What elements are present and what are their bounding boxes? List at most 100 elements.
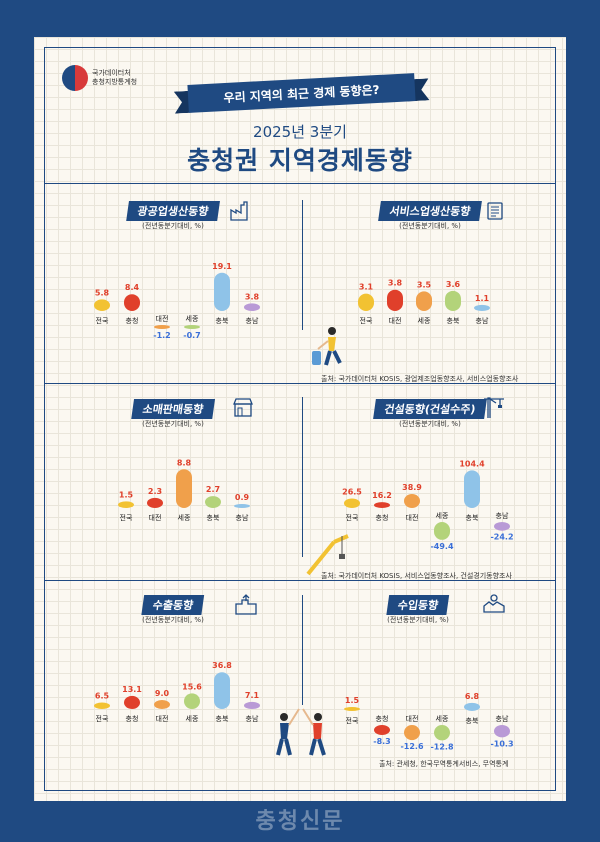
import-icon xyxy=(483,594,505,613)
data-label-1-2: 3.5 xyxy=(417,280,432,289)
data-label-3-4: 104.4 xyxy=(459,459,485,468)
data-label-3-3: -49.4 xyxy=(430,542,453,551)
logo-line1: 국가데이터처 xyxy=(92,69,131,77)
section-title-import: 수입동향 xyxy=(386,595,450,615)
data-label-2-1: 2.3 xyxy=(148,487,162,496)
bar-0-2 xyxy=(154,325,170,329)
bar-2-2 xyxy=(176,469,192,508)
bar-0-3 xyxy=(184,325,200,329)
bar-3-0 xyxy=(344,498,360,508)
source-bottom: 출처: 관세청, 한국무역통계서비스, 무역통계 xyxy=(379,760,509,768)
chart-retail-sales: 1.5 전국 2.3 대전 8.8 세종 2.7 충북 0.9 충남 xyxy=(118,458,250,522)
data-label-4-1: 13.1 xyxy=(122,685,142,694)
data-label-3-2: 38.9 xyxy=(402,483,422,492)
source-mid: 출처: 국가데이터처 KOSIS, 서비스업동향조사, 건설경기동향조사 xyxy=(321,572,512,580)
divider-mid2 xyxy=(44,580,556,581)
category-label-4-3: 세종 xyxy=(186,714,199,723)
data-label-3-5: -24.2 xyxy=(490,533,513,542)
category-label-0-1: 충청 xyxy=(126,316,139,325)
logo-line2: 충청지방통계청 xyxy=(92,78,138,86)
category-label-0-3: 세종 xyxy=(186,314,199,323)
chart-service-production: 3.1 전국 3.8 대전 3.5 세종 3.6 충북 1.1 충남 xyxy=(358,279,490,325)
bar-2-3 xyxy=(205,496,221,508)
data-label-2-2: 8.8 xyxy=(177,458,192,467)
section-title-service: 서비스업생산동향 xyxy=(378,201,482,221)
category-label-2-3: 충북 xyxy=(207,513,220,522)
section-title-construction: 건설동향(건설수주) xyxy=(373,399,487,419)
bar-4-4 xyxy=(214,672,230,709)
data-label-1-1: 3.8 xyxy=(388,279,403,288)
category-label-1-2: 세종 xyxy=(418,316,431,325)
divider-mid1 xyxy=(44,383,556,384)
logo: 국가데이터처 충청지방통계청 xyxy=(62,65,137,91)
bar-1-0 xyxy=(358,293,374,311)
section-title-mining: 광공업생산동향 xyxy=(126,201,220,221)
bar-0-4 xyxy=(214,272,230,311)
page-subtitle: 2025년 3분기 xyxy=(253,123,347,141)
data-label-0-4: 19.1 xyxy=(212,262,232,271)
category-label-1-1: 대전 xyxy=(389,316,402,325)
divider-v1 xyxy=(302,200,303,330)
section-unit-service: (전년동분기대비, %) xyxy=(399,222,461,230)
category-label-2-1: 대전 xyxy=(149,513,162,522)
section-unit-retail: (전년동분기대비, %) xyxy=(142,420,204,428)
bar-4-0 xyxy=(94,702,110,709)
category-label-4-4: 충북 xyxy=(216,714,229,723)
bar-5-3 xyxy=(434,725,450,741)
bar-1-4 xyxy=(474,304,490,311)
category-label-5-0: 전국 xyxy=(346,716,359,725)
export-icon xyxy=(235,594,257,615)
banner-ribbon: 우리 지역의 최근 경제 동향은? xyxy=(173,72,429,113)
data-label-1-3: 3.6 xyxy=(446,280,461,289)
data-label-4-2: 9.0 xyxy=(155,689,170,698)
bar-0-5 xyxy=(244,303,260,311)
data-label-5-0: 1.5 xyxy=(345,696,360,705)
category-label-0-2: 대전 xyxy=(156,314,169,323)
data-label-0-5: 3.8 xyxy=(245,292,260,301)
bar-3-3 xyxy=(434,522,450,540)
bar-5-5 xyxy=(494,725,510,738)
chart-mining-production: 5.8 전국 8.4 충청 -1.2 대전 -0.7 세종 19.1 충북 3.8 충남 xyxy=(94,262,260,340)
document-icon xyxy=(487,202,503,220)
chart-imports: 1.5 전국 -8.3 충청 -12.6 대전 -12.8 세종 6.8 충북 -10.3 충남 xyxy=(344,692,514,751)
bar-0-0 xyxy=(94,299,110,311)
category-label-3-2: 대전 xyxy=(406,513,419,522)
section-title-retail: 소매판매동향 xyxy=(131,399,215,419)
category-label-3-1: 충청 xyxy=(376,513,389,522)
section-unit-mining: (전년동분기대비, %) xyxy=(142,222,204,230)
high-five-illustration xyxy=(276,708,326,756)
data-label-5-2: -12.6 xyxy=(400,742,423,751)
category-label-5-3: 세종 xyxy=(436,714,449,723)
category-label-1-0: 전국 xyxy=(360,316,373,325)
bar-4-2 xyxy=(154,700,170,709)
data-label-4-5: 7.1 xyxy=(245,691,260,700)
bar-5-0 xyxy=(344,707,360,711)
data-label-5-3: -12.8 xyxy=(430,742,453,751)
data-label-0-1: 8.4 xyxy=(125,283,140,292)
category-label-4-1: 충청 xyxy=(126,714,139,723)
category-label-3-3: 세종 xyxy=(436,511,449,520)
bar-4-1 xyxy=(124,695,140,709)
bar-1-2 xyxy=(416,291,432,311)
bar-5-1 xyxy=(374,725,390,735)
category-label-0-4: 충북 xyxy=(216,316,229,325)
data-label-2-0: 1.5 xyxy=(119,490,134,499)
source-top: 출처: 국가데이터처 KOSIS, 광업제조업동향조사, 서비스업동향조사 xyxy=(321,375,519,383)
bar-3-2 xyxy=(404,493,420,508)
data-label-2-4: 0.9 xyxy=(235,493,250,502)
category-label-0-0: 전국 xyxy=(96,316,109,325)
category-label-5-4: 충북 xyxy=(466,716,479,725)
bar-4-3 xyxy=(184,693,200,709)
bar-5-4 xyxy=(464,702,480,711)
chart-construction: 26.5 전국 16.2 충청 38.9 대전 -49.4 세종 104.4 충북 -24.2 충남 xyxy=(342,459,513,551)
category-label-4-5: 충남 xyxy=(246,714,259,723)
category-label-3-4: 충북 xyxy=(466,513,479,522)
data-label-5-1: -8.3 xyxy=(373,737,391,746)
category-label-2-0: 전국 xyxy=(120,513,133,522)
divider-v2 xyxy=(302,397,303,557)
traveler-illustration xyxy=(312,327,342,366)
data-label-4-4: 36.8 xyxy=(212,661,232,670)
bar-4-5 xyxy=(244,701,260,709)
section-title-export: 수출동향 xyxy=(141,595,205,615)
divider-v3 xyxy=(302,595,303,705)
